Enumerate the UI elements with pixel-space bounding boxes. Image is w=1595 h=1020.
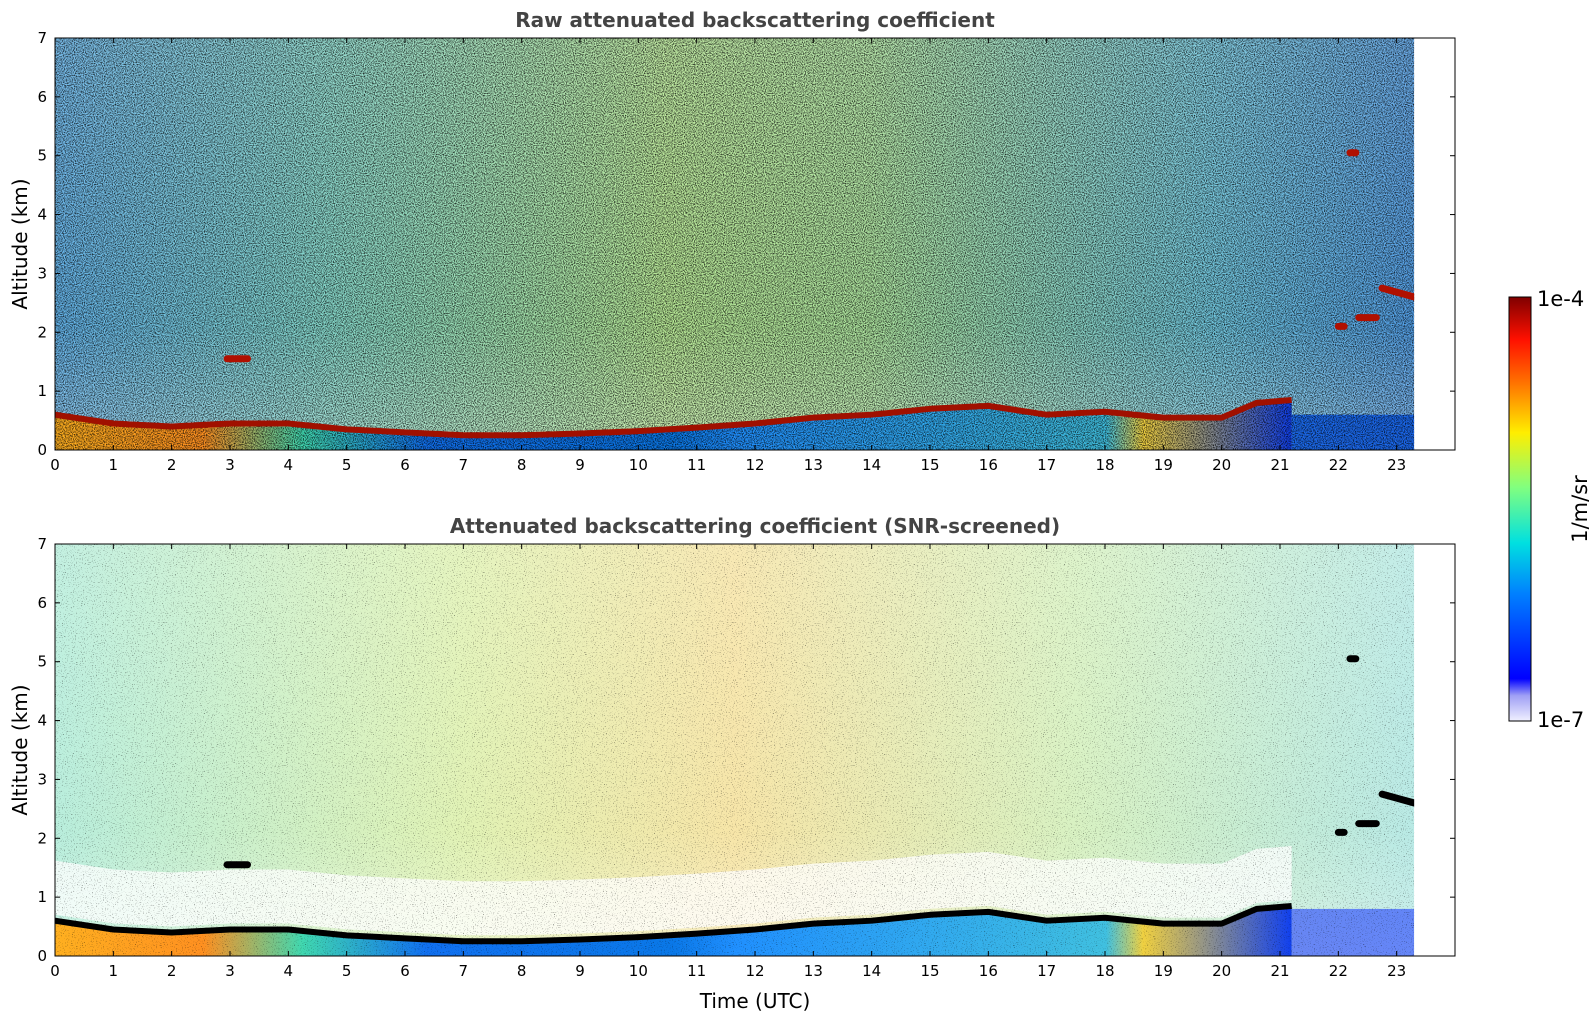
y-tick-label: 5 xyxy=(37,147,47,165)
x-tick-label: 2 xyxy=(167,456,177,474)
y-tick-label: 0 xyxy=(37,947,47,965)
x-tick-label: 19 xyxy=(1154,962,1173,980)
x-tick-label: 9 xyxy=(575,962,585,980)
x-tick-label: 14 xyxy=(862,962,881,980)
x-tick-label: 5 xyxy=(342,456,352,474)
panel-title: Raw attenuated backscattering coefficien… xyxy=(515,8,995,32)
x-tick-label: 6 xyxy=(400,962,410,980)
raw-backscatter-panel: 0 1 2 3 4 5 6 7 8 9 10 11 12 13 14 15 16 17 18 19 20 21 22 2301… xyxy=(8,8,1456,474)
y-tick-label: 4 xyxy=(37,712,47,730)
x-tick-label: 2 xyxy=(167,962,177,980)
y-tick-label: 3 xyxy=(37,264,47,282)
x-tick-label: 10 xyxy=(629,962,648,980)
colorbar-max-label: 1e-4 xyxy=(1537,287,1584,311)
x-tick-label: 22 xyxy=(1329,962,1348,980)
x-tick-label: 4 xyxy=(284,962,294,980)
backscatter-field xyxy=(55,38,1415,450)
x-tick-label: 1 xyxy=(109,456,119,474)
x-tick-label: 15 xyxy=(920,456,939,474)
x-tick-label: 7 xyxy=(459,456,469,474)
x-axis-label: Time (UTC) xyxy=(699,989,811,1013)
x-tick-label: 20 xyxy=(1212,962,1231,980)
y-axis-label: Altitude (km) xyxy=(8,178,32,309)
x-tick-label: 8 xyxy=(517,456,527,474)
x-tick-label: 19 xyxy=(1154,456,1173,474)
y-tick-label: 5 xyxy=(37,653,47,671)
colorbar: 1e-4 1e-7 1/m/sr xyxy=(1508,287,1592,732)
x-tick-label: 18 xyxy=(1095,962,1114,980)
y-tick-label: 1 xyxy=(37,888,47,906)
y-axis-label: Altitude (km) xyxy=(8,684,32,815)
x-tick-label: 16 xyxy=(979,962,998,980)
y-tick-label: 2 xyxy=(37,323,47,341)
x-tick-label: 10 xyxy=(629,456,648,474)
colorbar-gradient xyxy=(1508,296,1532,722)
noise-speckle xyxy=(55,544,1415,956)
backscatter-field xyxy=(55,544,1415,956)
y-tick-label: 2 xyxy=(37,829,47,847)
colorbar-unit-label: 1/m/sr xyxy=(1568,475,1592,543)
x-tick-label: 8 xyxy=(517,962,527,980)
y-tick-label: 0 xyxy=(37,441,47,459)
x-tick-label: 6 xyxy=(400,456,410,474)
panel-title: Attenuated backscattering coefficient (S… xyxy=(450,514,1060,538)
y-tick-label: 1 xyxy=(37,382,47,400)
x-tick-label: 0 xyxy=(50,456,60,474)
x-tick-label: 0 xyxy=(50,962,60,980)
x-tick-label: 23 xyxy=(1387,962,1406,980)
x-tick-label: 21 xyxy=(1270,962,1289,980)
snr-screened-panel: 0 1 2 3 4 5 6 7 8 9 10 11 12 13 14 15 16 17 18 19 20 21 22 2301… xyxy=(8,514,1456,1013)
boundary-layer-top xyxy=(55,396,1292,439)
x-tick-label: 3 xyxy=(225,456,235,474)
y-tick-label: 6 xyxy=(37,594,47,612)
x-tick-label: 5 xyxy=(342,962,352,980)
x-tick-label: 23 xyxy=(1387,456,1406,474)
cloud-layer xyxy=(1378,284,1415,301)
x-tick-label: 3 xyxy=(225,962,235,980)
x-tick-label: 20 xyxy=(1212,456,1231,474)
x-tick-label: 17 xyxy=(1037,962,1056,980)
x-tick-label: 1 xyxy=(109,962,119,980)
y-tick-label: 3 xyxy=(37,770,47,788)
x-tick-label: 14 xyxy=(862,456,881,474)
y-tick-label: 7 xyxy=(37,535,47,553)
cloud-layer xyxy=(1378,790,1415,807)
x-tick-label: 21 xyxy=(1270,456,1289,474)
x-tick-label: 18 xyxy=(1095,456,1114,474)
noise-speckle xyxy=(55,38,1415,450)
x-tick-label: 11 xyxy=(687,962,706,980)
boundary-layer-top xyxy=(55,902,1292,945)
x-tick-label: 13 xyxy=(804,962,823,980)
x-tick-label: 9 xyxy=(575,456,585,474)
x-tick-label: 12 xyxy=(745,456,764,474)
x-tick-label: 16 xyxy=(979,456,998,474)
x-tick-label: 7 xyxy=(459,962,469,980)
x-tick-label: 11 xyxy=(687,456,706,474)
y-tick-label: 7 xyxy=(37,29,47,47)
y-tick-label: 4 xyxy=(37,206,47,224)
x-tick-label: 17 xyxy=(1037,456,1056,474)
y-tick-label: 6 xyxy=(37,88,47,106)
x-tick-label: 12 xyxy=(745,962,764,980)
x-tick-label: 13 xyxy=(804,456,823,474)
x-tick-label: 15 xyxy=(920,962,939,980)
x-tick-label: 22 xyxy=(1329,456,1348,474)
colorbar-min-label: 1e-7 xyxy=(1537,708,1584,732)
x-tick-label: 4 xyxy=(284,456,294,474)
